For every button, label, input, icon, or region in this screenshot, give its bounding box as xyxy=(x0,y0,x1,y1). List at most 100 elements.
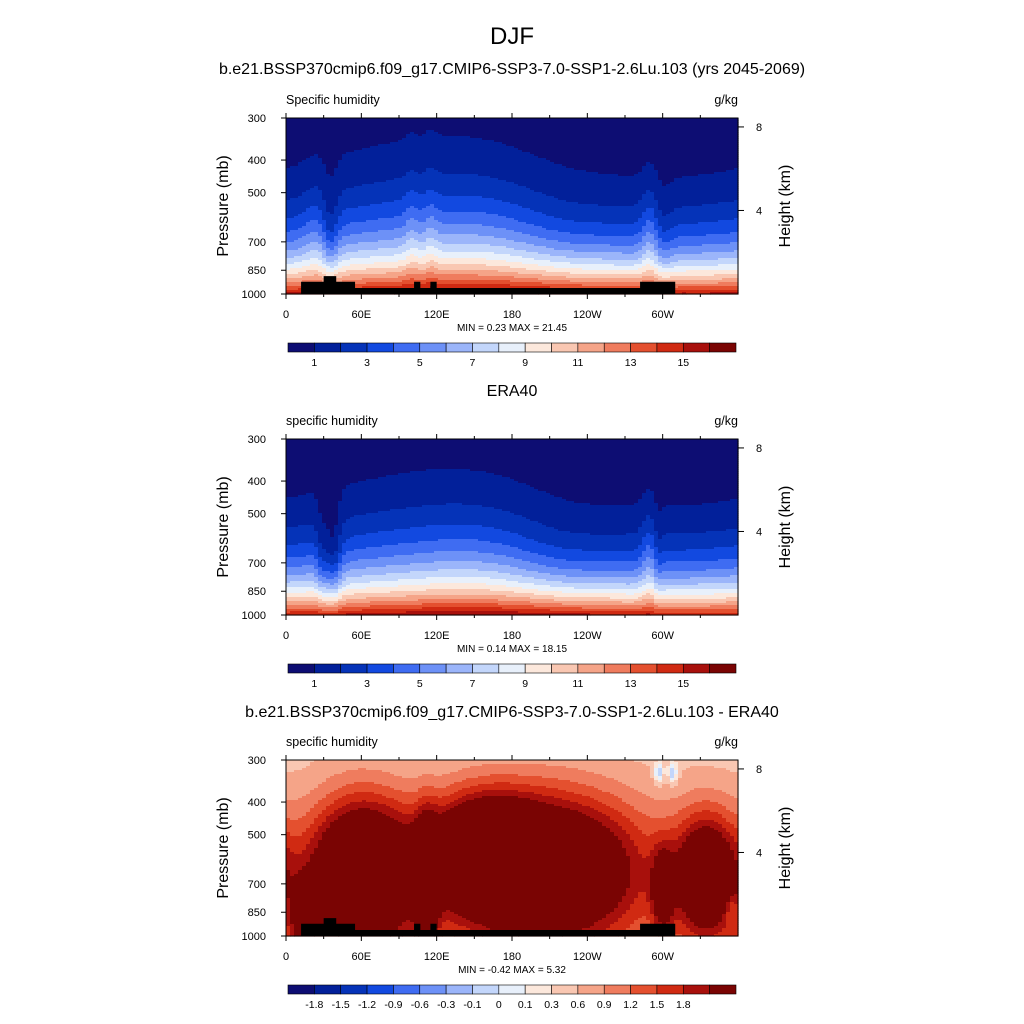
colorbar: -1.8 -1.5 -1.2 -0.9 -0.6 -0.3 -0.1 0 0.1 0.3 0.6 0.… xyxy=(287,984,737,1011)
contour-field xyxy=(286,439,739,616)
colorbar-tick-label: 11 xyxy=(572,678,583,690)
colorbar-box xyxy=(603,342,631,353)
colorbar-box xyxy=(551,342,579,353)
x-tick-label: 120E xyxy=(424,951,450,963)
colorbar-tick-label: 0.3 xyxy=(544,999,559,1011)
x-tick-label: 120E xyxy=(424,309,450,321)
y-tick-label: 500 xyxy=(248,509,266,521)
colorbar-tick-label: 0.9 xyxy=(597,999,612,1011)
min-max-text: MIN = -0.42 MAX = 5.32 xyxy=(458,965,566,976)
colorbar-tick-label: 1 xyxy=(311,357,317,369)
colorbar-box xyxy=(314,984,342,995)
y-tick-label: 700 xyxy=(248,558,266,570)
colorbar-box xyxy=(366,984,394,995)
colorbar-box xyxy=(551,663,579,674)
height-tick-label: 4 xyxy=(756,847,762,859)
colorbar-tick-label: 1.5 xyxy=(650,999,665,1011)
colorbar-box xyxy=(524,984,552,995)
colorbar-tick-label: 9 xyxy=(522,357,528,369)
units-label: g/kg xyxy=(714,93,738,107)
colorbar-tick-label: 1.2 xyxy=(623,999,638,1011)
colorbar-box xyxy=(393,984,421,995)
y-tick-label: 700 xyxy=(248,879,266,891)
colorbar-tick-label: -0.3 xyxy=(437,999,455,1011)
panel-title: b.e21.BSSP370cmip6.f09_g17.CMIP6-SSP3-7.… xyxy=(245,704,779,721)
colorbar-tick-label: 7 xyxy=(470,357,476,369)
colorbar-box xyxy=(498,342,526,353)
x-tick-label: 60W xyxy=(651,951,674,963)
y-tick-label: 1000 xyxy=(242,289,266,301)
colorbar-tick-label: 0.6 xyxy=(571,999,586,1011)
x-tick-label: 60E xyxy=(352,309,372,321)
colorbar-box xyxy=(445,984,473,995)
height-tick-label: 4 xyxy=(756,526,762,538)
colorbar-box xyxy=(498,984,526,995)
colorbar-box xyxy=(393,663,421,674)
colorbar-box xyxy=(709,984,737,995)
colorbar-box xyxy=(709,342,737,353)
variable-label: Specific humidity xyxy=(286,93,381,107)
y-tick-label: 1000 xyxy=(242,610,266,622)
colorbar-box xyxy=(630,663,658,674)
y-tick-label: 400 xyxy=(248,476,266,488)
colorbar-box xyxy=(630,342,658,353)
colorbar-box xyxy=(577,342,605,353)
colorbar-box xyxy=(340,984,368,995)
figure-title: DJF xyxy=(490,23,534,50)
x-tick-label: 0 xyxy=(283,630,289,642)
y-axis-label: Pressure (mb) xyxy=(215,155,232,256)
x-tick-label: 180 xyxy=(503,630,521,642)
height-axis-label: Height (km) xyxy=(777,486,794,569)
colorbar-box xyxy=(287,342,315,353)
x-tick-label: 0 xyxy=(283,951,289,963)
colorbar-box xyxy=(524,663,552,674)
colorbar-box xyxy=(314,342,342,353)
x-tick-label: 120W xyxy=(573,630,602,642)
colorbar-box xyxy=(682,663,710,674)
colorbar-box xyxy=(340,342,368,353)
colorbar-tick-label: 7 xyxy=(470,678,476,690)
y-tick-label: 300 xyxy=(248,113,266,125)
colorbar-tick-label: 15 xyxy=(677,678,689,690)
colorbar-box xyxy=(445,663,473,674)
colorbar-box xyxy=(577,663,605,674)
colorbar-box xyxy=(419,984,447,995)
y-tick-label: 400 xyxy=(248,155,266,167)
x-tick-label: 60W xyxy=(651,309,674,321)
contour-field xyxy=(286,760,739,937)
y-axis-label: Pressure (mb) xyxy=(215,797,232,898)
colorbar: 1 3 5 7 9 11 13 15 xyxy=(287,342,737,369)
colorbar-box xyxy=(393,342,421,353)
x-tick-label: 60W xyxy=(651,630,674,642)
colorbar-tick-label: -1.2 xyxy=(358,999,376,1011)
colorbar-box xyxy=(419,663,447,674)
variable-label: specific humidity xyxy=(286,414,378,428)
height-tick-label: 8 xyxy=(756,443,762,455)
colorbar: 1 3 5 7 9 11 13 15 xyxy=(287,663,737,690)
colorbar-tick-label: 3 xyxy=(364,357,370,369)
min-max-text: MIN = 0.23 MAX = 21.45 xyxy=(457,323,567,334)
y-tick-label: 300 xyxy=(248,755,266,767)
y-axis-label: Pressure (mb) xyxy=(215,476,232,577)
colorbar-box xyxy=(498,663,526,674)
units-label: g/kg xyxy=(714,735,738,749)
y-tick-label: 500 xyxy=(248,830,266,842)
height-tick-label: 8 xyxy=(756,122,762,134)
variable-label: specific humidity xyxy=(286,735,378,749)
colorbar-box xyxy=(656,663,684,674)
colorbar-box xyxy=(630,984,658,995)
x-tick-label: 60E xyxy=(352,951,372,963)
colorbar-tick-label: -1.5 xyxy=(332,999,350,1011)
topography-mask xyxy=(286,918,738,936)
x-tick-label: 180 xyxy=(503,951,521,963)
colorbar-tick-label: 15 xyxy=(677,357,689,369)
topography-mask xyxy=(286,276,738,294)
colorbar-tick-label: 11 xyxy=(572,357,583,369)
colorbar-tick-label: 3 xyxy=(364,678,370,690)
colorbar-tick-label: 0 xyxy=(496,999,502,1011)
colorbar-tick-label: 1 xyxy=(311,678,317,690)
height-axis-label: Height (km) xyxy=(777,807,794,890)
colorbar-box xyxy=(472,663,500,674)
